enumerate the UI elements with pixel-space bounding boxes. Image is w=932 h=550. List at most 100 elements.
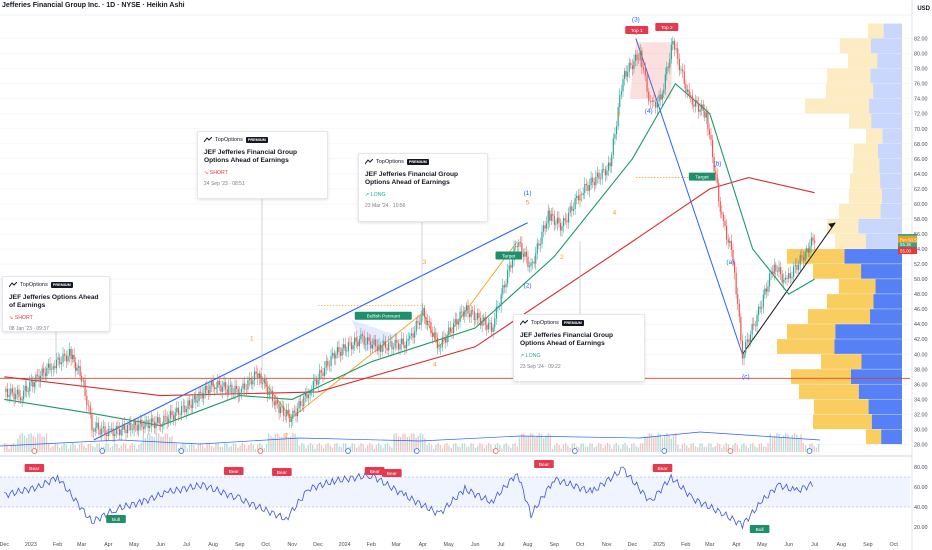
moving-average-long-line [4, 177, 815, 397]
candle-body [187, 400, 189, 410]
volume-bar [166, 433, 169, 452]
y-tick-label: 76.00 [914, 82, 928, 88]
brand-name: TopOptions [215, 137, 243, 143]
volume-bar [173, 443, 175, 452]
earnings-marker-icon [413, 448, 420, 454]
volume-bar [241, 443, 243, 452]
signal-tag-bg [625, 26, 649, 35]
idea-card-sep-2024[interactable]: TopOptions PREMIUM JEF Jefferies Financia… [513, 314, 645, 382]
candle-body [417, 321, 419, 323]
volume-bar [461, 443, 463, 452]
candle-body [338, 347, 340, 353]
volume-bar [395, 433, 397, 452]
volume-bar [402, 433, 404, 452]
volume-bar [384, 444, 386, 452]
volume-bar [532, 433, 534, 452]
brand-logo-icon [204, 137, 212, 143]
candle-body [38, 375, 40, 382]
signal-tag-bg [495, 251, 522, 260]
volume-bar-down [870, 68, 902, 84]
volume-bar [428, 443, 430, 452]
candle-body [311, 391, 313, 393]
candle-body [169, 411, 171, 419]
volume-bar [631, 443, 633, 452]
candle-body [127, 425, 129, 433]
candle-body [373, 339, 375, 345]
volume-bar [754, 445, 756, 452]
candle-body [595, 176, 597, 186]
earnings-marker-icon [99, 448, 106, 454]
candle-body [498, 306, 501, 307]
candle-body [207, 389, 210, 394]
signal-tag: Top 2 [661, 25, 673, 31]
volume-bar-up [808, 309, 871, 324]
volume-bar-down [861, 354, 902, 369]
candle-body [156, 417, 159, 423]
volume-bar [716, 443, 719, 452]
volume-bar [37, 433, 39, 452]
candle-body [451, 331, 453, 333]
volume-bar [705, 446, 708, 452]
candle-body [389, 341, 391, 343]
volume-bar [422, 434, 424, 452]
candle-body [215, 387, 217, 390]
volume-bar-up [827, 68, 871, 84]
idea-card-sep-2023[interactable]: TopOptions PREMIUM JEF Jefferies Financia… [197, 131, 328, 199]
volume-bar [254, 448, 257, 452]
volume-bar [802, 443, 804, 452]
volume-bar [646, 436, 648, 452]
candle-body [765, 288, 768, 292]
volume-bar [699, 443, 701, 452]
volume-bar [714, 446, 716, 452]
volume-bar [307, 445, 309, 452]
volume-bar [584, 446, 587, 452]
brand-name: TopOptions [531, 320, 559, 326]
volume-bar [558, 444, 560, 452]
candle-body [644, 69, 646, 76]
candle-body [625, 70, 627, 77]
candle-body [767, 286, 769, 292]
candle-body [328, 365, 331, 367]
rsi-signal-tag-bg [272, 468, 292, 476]
candle-body [110, 428, 113, 430]
candle-body [715, 171, 717, 175]
volume-bar [28, 433, 30, 452]
candle-body [435, 332, 437, 338]
volume-bar [483, 448, 485, 452]
candle-body [516, 246, 518, 247]
candle-body [558, 217, 560, 224]
candle-body [347, 342, 349, 352]
volume-bar-up [826, 83, 874, 99]
candle-body [753, 323, 755, 326]
candle-body [431, 333, 434, 337]
candle-body [177, 407, 180, 415]
signal-tag: Target [695, 175, 709, 181]
volume-bar-down [883, 23, 902, 39]
candle-body [598, 172, 600, 180]
idea-card-mar-2024[interactable]: TopOptions PREMIUM JEF Jefferies Financia… [358, 153, 488, 222]
candle-body [648, 91, 650, 102]
candle-body [701, 104, 703, 110]
volume-bar [439, 445, 441, 452]
candle-body [483, 317, 485, 322]
candle-body [20, 396, 22, 401]
x-tick-label: Sep [549, 542, 559, 548]
x-tick-label: Oct [576, 542, 585, 548]
candle-body [355, 337, 357, 342]
volume-bar [723, 445, 725, 452]
volume-bar-up [799, 384, 859, 399]
candle-body [384, 341, 387, 348]
y-tick-label: 44.00 [914, 322, 928, 328]
idea-card-jan-2023[interactable]: TopOptions PREMIUM JEF Jefferies Options … [2, 276, 110, 332]
candle-body [497, 306, 499, 307]
volume-bar [778, 433, 780, 452]
volume-bar [122, 443, 125, 452]
candle-body [633, 61, 635, 70]
candle-body [677, 48, 679, 59]
candle-body [530, 262, 532, 266]
volume-bar [644, 436, 646, 452]
candle-body [553, 215, 555, 225]
volume-bar [521, 433, 523, 452]
candle-body [370, 340, 372, 349]
